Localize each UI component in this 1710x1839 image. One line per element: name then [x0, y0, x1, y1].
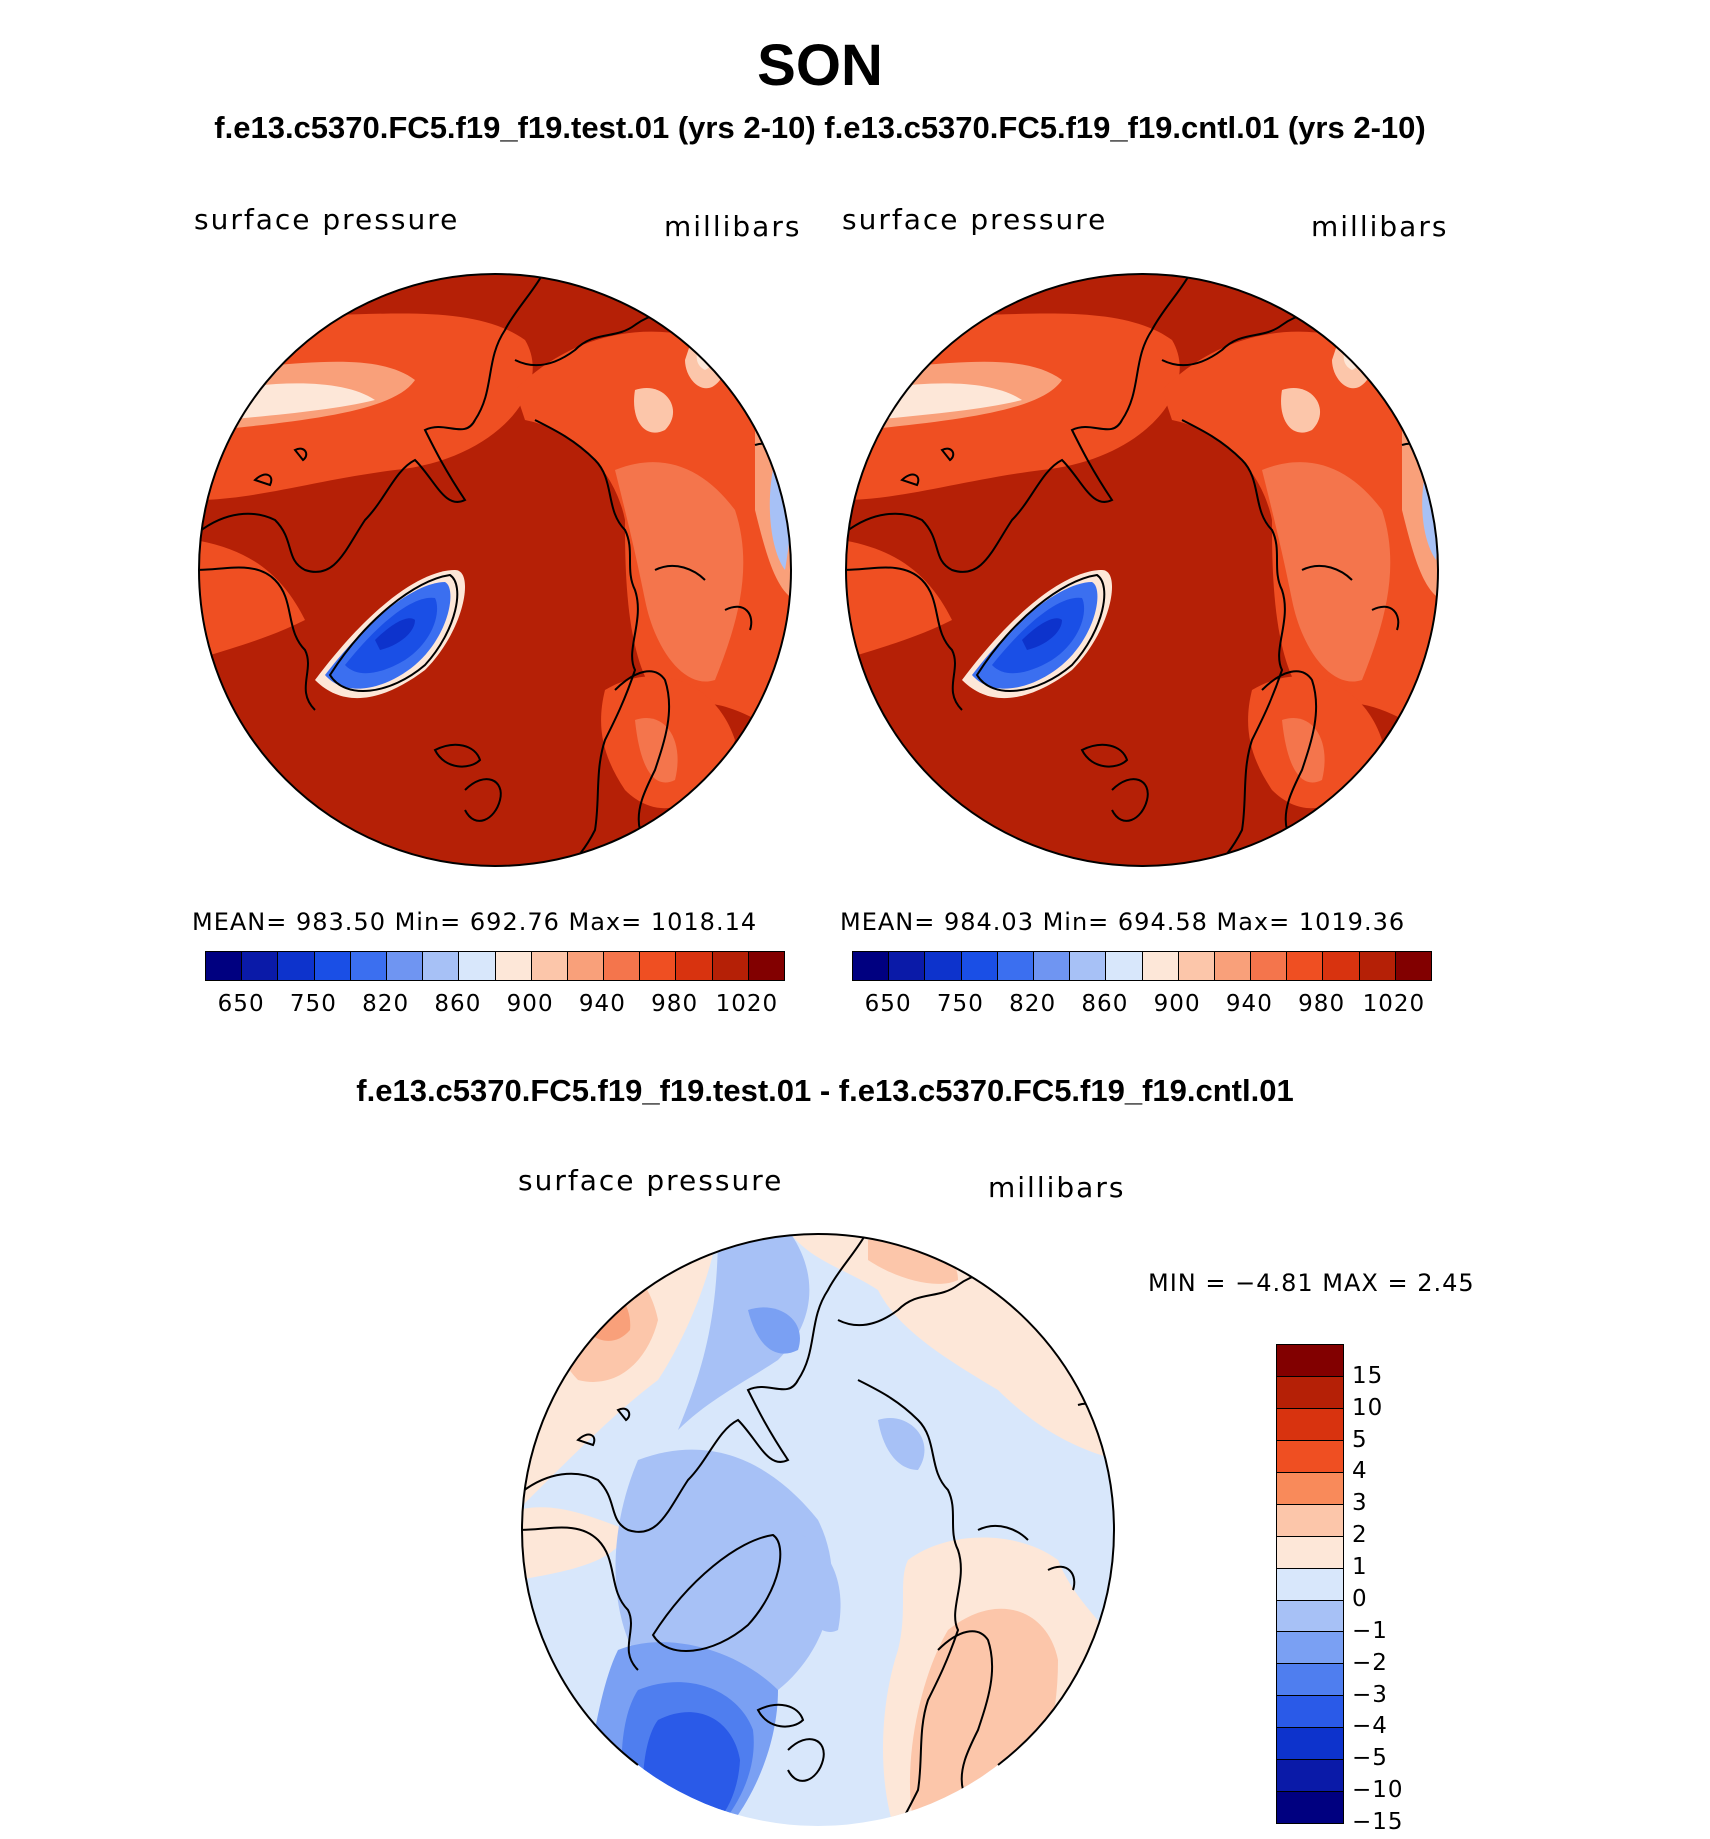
right-colorbar-labels: 650 750 820 860 900 940 980 1020	[852, 991, 1430, 1021]
left-colorbar-swatch	[206, 952, 243, 980]
diff-colorbar-tick-label: 1	[1352, 1554, 1368, 1581]
right-colorbar-swatch	[1214, 952, 1252, 980]
left-colorbar-tick-label: 820	[362, 991, 410, 1017]
diff-colorbar-swatch	[1277, 1664, 1343, 1697]
left-stats: MEAN= 983.50 Min= 692.76 Max= 1018.14	[192, 908, 758, 936]
right-colorbar-swatch	[1251, 952, 1288, 980]
left-colorbar-tick-label: 940	[578, 991, 626, 1017]
diff-colorbar-swatch	[1277, 1472, 1343, 1505]
difference-title: f.e13.c5370.FC5.f19_f19.test.01 - f.e13.…	[356, 1073, 1294, 1108]
right-colorbar-swatch	[1070, 952, 1107, 980]
right-colorbar-tick-label: 980	[1298, 991, 1346, 1017]
diff-colorbar-tick-label: 10	[1352, 1394, 1384, 1421]
diff-colorbar-tick-label: 5	[1352, 1426, 1368, 1453]
right-colorbar-tick-label: 1020	[1362, 991, 1426, 1017]
left-colorbar-labels: 650 750 820 860 900 940 980 1020	[205, 991, 783, 1021]
diff-colorbar-swatch	[1277, 1696, 1343, 1729]
diff-colorbar-tick-label: −5	[1352, 1745, 1388, 1772]
left-colorbar-tick-label: 980	[651, 991, 699, 1017]
diff-colorbar-labels: 15 10 5 4 3 2 1 0 −1 −2 −3 −4 −5 −10 −15	[1352, 1344, 1472, 1835]
left-colorbar-tick-label: 860	[434, 991, 482, 1017]
right-colorbar-swatch	[889, 952, 926, 980]
left-colorbar-swatch	[278, 952, 315, 980]
right-stats: MEAN= 984.03 Min= 694.58 Max= 1019.36	[840, 908, 1406, 936]
diff-colorbar-tick-label: 0	[1352, 1585, 1368, 1612]
right-colorbar-swatch	[961, 952, 998, 980]
left-colorbar-tick-label: 900	[506, 991, 554, 1017]
left-polar-map	[198, 273, 792, 867]
right-colorbar-swatch	[1142, 952, 1179, 980]
cases-subtitle: f.e13.c5370.FC5.f19_f19.test.01 (yrs 2-1…	[214, 110, 1426, 145]
right-colorbar-tick-label: 650	[864, 991, 912, 1017]
diff-colorbar-swatch	[1277, 1536, 1343, 1569]
diff-colorbar-swatch	[1277, 1568, 1343, 1601]
diff-colorbar-tick-label: 2	[1352, 1522, 1368, 1549]
left-colorbar-tick-label: 750	[289, 991, 337, 1017]
diff-colorbar-tick-label: −4	[1352, 1713, 1388, 1740]
diff-colorbar-tick-label: −2	[1352, 1649, 1388, 1676]
left-colorbar-swatch	[459, 952, 496, 980]
right-colorbar-tick-label: 940	[1225, 991, 1273, 1017]
right-colorbar-tick-label: 860	[1081, 991, 1129, 1017]
right-colorbar-swatch	[1106, 952, 1143, 980]
left-colorbar-swatch	[531, 952, 568, 980]
diff-colorbar-tick-label: −3	[1352, 1681, 1388, 1708]
diff-colorbar-swatch	[1277, 1345, 1343, 1377]
diff-colorbar-swatch	[1277, 1632, 1343, 1665]
right-colorbar-swatch	[925, 952, 962, 980]
right-variable-label: surface pressure	[842, 203, 1108, 236]
diff-colorbar-tick-label: −10	[1352, 1777, 1404, 1804]
season-title: SON	[757, 33, 883, 98]
right-units-label: millibars	[1311, 210, 1449, 243]
diff-colorbar-swatch	[1277, 1600, 1343, 1633]
right-colorbar-tick-label: 750	[936, 991, 984, 1017]
left-colorbar-swatch	[604, 952, 641, 980]
left-colorbar-tick-label: 1020	[715, 991, 779, 1017]
left-colorbar-swatch	[495, 952, 532, 980]
left-colorbar-swatch	[748, 952, 784, 980]
difference-polar-map	[521, 1233, 1115, 1826]
right-colorbar-swatch	[853, 952, 890, 980]
diff-colorbar	[1276, 1344, 1344, 1824]
right-colorbar-swatch	[997, 952, 1034, 980]
right-colorbar-tick-label: 820	[1009, 991, 1057, 1017]
left-colorbar-swatch	[567, 952, 605, 980]
right-colorbar-swatch	[1359, 952, 1396, 980]
right-colorbar	[852, 951, 1432, 981]
left-variable-label: surface pressure	[194, 203, 460, 236]
diff-colorbar-swatch	[1277, 1376, 1343, 1409]
left-units-label: millibars	[664, 210, 802, 243]
diff-colorbar-swatch	[1277, 1440, 1343, 1473]
diff-colorbar-swatch	[1277, 1792, 1343, 1824]
diff-colorbar-tick-label: −1	[1352, 1617, 1388, 1644]
diff-colorbar-tick-label: 4	[1352, 1458, 1368, 1485]
left-colorbar-swatch	[676, 952, 713, 980]
right-colorbar-swatch	[1395, 952, 1431, 980]
right-colorbar-tick-label: 900	[1153, 991, 1201, 1017]
diff-colorbar-swatch	[1277, 1408, 1343, 1441]
right-colorbar-swatch	[1033, 952, 1071, 980]
left-colorbar-swatch	[350, 952, 387, 980]
left-colorbar-swatch	[640, 952, 677, 980]
left-colorbar-tick-label: 650	[217, 991, 265, 1017]
left-colorbar-swatch	[242, 952, 279, 980]
left-colorbar-swatch	[423, 952, 460, 980]
diff-colorbar-tick-label: 3	[1352, 1490, 1368, 1517]
diff-variable-label: surface pressure	[518, 1164, 784, 1197]
left-colorbar-swatch	[386, 952, 424, 980]
left-colorbar-swatch	[712, 952, 749, 980]
left-colorbar-swatch	[314, 952, 351, 980]
diff-colorbar-swatch	[1277, 1760, 1343, 1793]
diff-colorbar-tick-label: 15	[1352, 1362, 1384, 1389]
diff-units-label: millibars	[988, 1171, 1126, 1204]
diff-minmax: MIN = −4.81 MAX = 2.45	[1148, 1269, 1475, 1297]
left-colorbar	[205, 951, 785, 981]
diff-colorbar-swatch	[1277, 1504, 1343, 1537]
right-colorbar-swatch	[1287, 952, 1324, 980]
right-polar-map	[845, 273, 1439, 867]
diff-colorbar-swatch	[1277, 1728, 1343, 1761]
diff-colorbar-tick-label: −15	[1352, 1809, 1404, 1835]
right-colorbar-swatch	[1323, 952, 1360, 980]
right-colorbar-swatch	[1178, 952, 1215, 980]
